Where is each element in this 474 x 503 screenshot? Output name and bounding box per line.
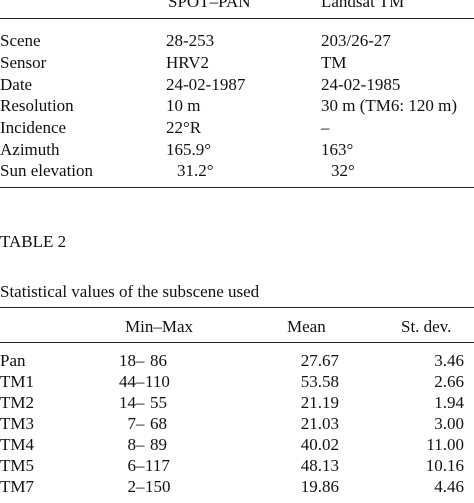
row-label: Sensor	[0, 53, 47, 72]
row-label: Date	[0, 75, 33, 94]
landsat-value: TM	[321, 53, 347, 72]
landsat-value: 30 m (TM6: 120 m)	[321, 96, 457, 115]
band-label: TM1	[0, 372, 34, 391]
max-value: 86	[150, 351, 167, 370]
spot-value: 10 m	[166, 96, 201, 115]
table-2-top-rule	[0, 307, 474, 308]
range-dash: –	[136, 477, 145, 496]
row-label: Resolution	[0, 96, 74, 115]
band-label: TM7	[0, 477, 34, 496]
column-header-landsat-tm: Landsat TM	[321, 0, 405, 11]
sd-value: 4.46	[434, 477, 464, 496]
table-row: Incidence 22°R –	[0, 119, 474, 141]
table-title: TABLE 2	[0, 232, 67, 251]
min-value: 44	[119, 372, 136, 391]
spot-value: 28-253	[166, 31, 215, 50]
spot-value: 22°R	[166, 118, 202, 137]
landsat-value: 203/26-27	[321, 31, 391, 50]
table-row: TM1 44 – 110 53.58 2.66	[0, 373, 474, 394]
table-row: Date 24-02-1987 24-02-1985	[0, 76, 474, 98]
row-label: Incidence	[0, 118, 67, 137]
min-value: 18	[119, 351, 136, 370]
table-row: TM3 7 – 68 21.03 3.00	[0, 415, 474, 436]
min-value: 6	[127, 456, 137, 475]
sd-value: 3.46	[434, 351, 464, 370]
band-label: TM5	[0, 456, 34, 475]
range-dash: –	[136, 393, 145, 412]
range-dash: –	[136, 414, 145, 433]
column-header-min-max: Min–Max	[125, 317, 193, 336]
spot-value: 24-02-1987	[166, 75, 246, 94]
spot-value: 165.9°	[166, 140, 212, 159]
column-header-spot-pan: SPOT–PAN	[168, 0, 251, 11]
row-label: Scene	[0, 31, 41, 50]
max-value: 55	[150, 393, 167, 412]
table-row: Sun elevation 31.2° 32°	[0, 162, 474, 184]
table-row: TM5 6 – 117 48.13 10.16	[0, 457, 474, 478]
max-value: 150	[145, 477, 171, 496]
range-dash: –	[136, 351, 145, 370]
range-dash: –	[136, 456, 145, 475]
landsat-value: –	[321, 118, 330, 137]
table-row: Azimuth 165.9° 163°	[0, 141, 474, 163]
table-row: TM7 2 – 150 19.86 4.46	[0, 478, 474, 499]
sd-value: 10.16	[425, 456, 464, 475]
min-value: 14	[119, 393, 136, 412]
band-label: TM4	[0, 435, 34, 454]
min-value: 8	[127, 435, 137, 454]
landsat-value: 163°	[321, 140, 354, 159]
mean-value: 48.13	[300, 456, 339, 475]
row-label: Sun elevation	[0, 161, 94, 180]
table-row: Resolution 10 m 30 m (TM6: 120 m)	[0, 97, 474, 119]
table-row: Scene 28-253 203/26-27	[0, 32, 474, 54]
landsat-value: 32°	[331, 161, 355, 180]
table-1-header-rule	[0, 18, 474, 19]
max-value: 68	[150, 414, 167, 433]
spot-value: HRV2	[166, 53, 210, 72]
sd-value: 2.66	[434, 372, 464, 391]
table-caption: Statistical values of the subscene used	[0, 282, 260, 301]
band-label: TM2	[0, 393, 34, 412]
min-value: 7	[127, 414, 137, 433]
max-value: 110	[145, 372, 170, 391]
row-label: Azimuth	[0, 140, 60, 159]
band-label: TM3	[0, 414, 34, 433]
table-row: Sensor HRV2 TM	[0, 54, 474, 76]
mean-value: 27.67	[300, 351, 339, 370]
min-value: 2	[127, 477, 137, 496]
landsat-value: 24-02-1985	[321, 75, 401, 94]
column-header-st-dev: St. dev.	[401, 317, 452, 336]
mean-value: 19.86	[300, 477, 339, 496]
table-1-bottom-rule	[0, 187, 474, 188]
range-dash: –	[136, 435, 145, 454]
sd-value: 3.00	[434, 414, 464, 433]
table-row: TM2 14 – 55 21.19 1.94	[0, 394, 474, 415]
max-value: 89	[150, 435, 167, 454]
range-dash: –	[136, 372, 145, 391]
mean-value: 53.58	[300, 372, 339, 391]
table-row: TM4 8 – 89 40.02 11.00	[0, 436, 474, 457]
spot-value: 31.2°	[177, 161, 214, 180]
table-2-header-rule	[0, 342, 474, 343]
mean-value: 21.19	[300, 393, 339, 412]
column-header-mean: Mean	[287, 317, 326, 336]
max-value: 117	[145, 456, 170, 475]
sd-value: 1.94	[434, 393, 464, 412]
sd-value: 11.00	[426, 435, 464, 454]
mean-value: 40.02	[300, 435, 339, 454]
band-label: Pan	[0, 351, 26, 370]
table-row: Pan 18 – 86 27.67 3.46	[0, 352, 474, 373]
mean-value: 21.03	[300, 414, 339, 433]
